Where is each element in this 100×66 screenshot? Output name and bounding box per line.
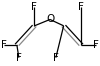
Text: F: F bbox=[16, 53, 22, 63]
Text: F: F bbox=[1, 40, 7, 50]
Text: F: F bbox=[32, 2, 37, 12]
Text: O: O bbox=[46, 14, 54, 24]
Text: F: F bbox=[78, 2, 84, 12]
Text: F: F bbox=[53, 53, 59, 63]
Text: F: F bbox=[93, 40, 99, 50]
